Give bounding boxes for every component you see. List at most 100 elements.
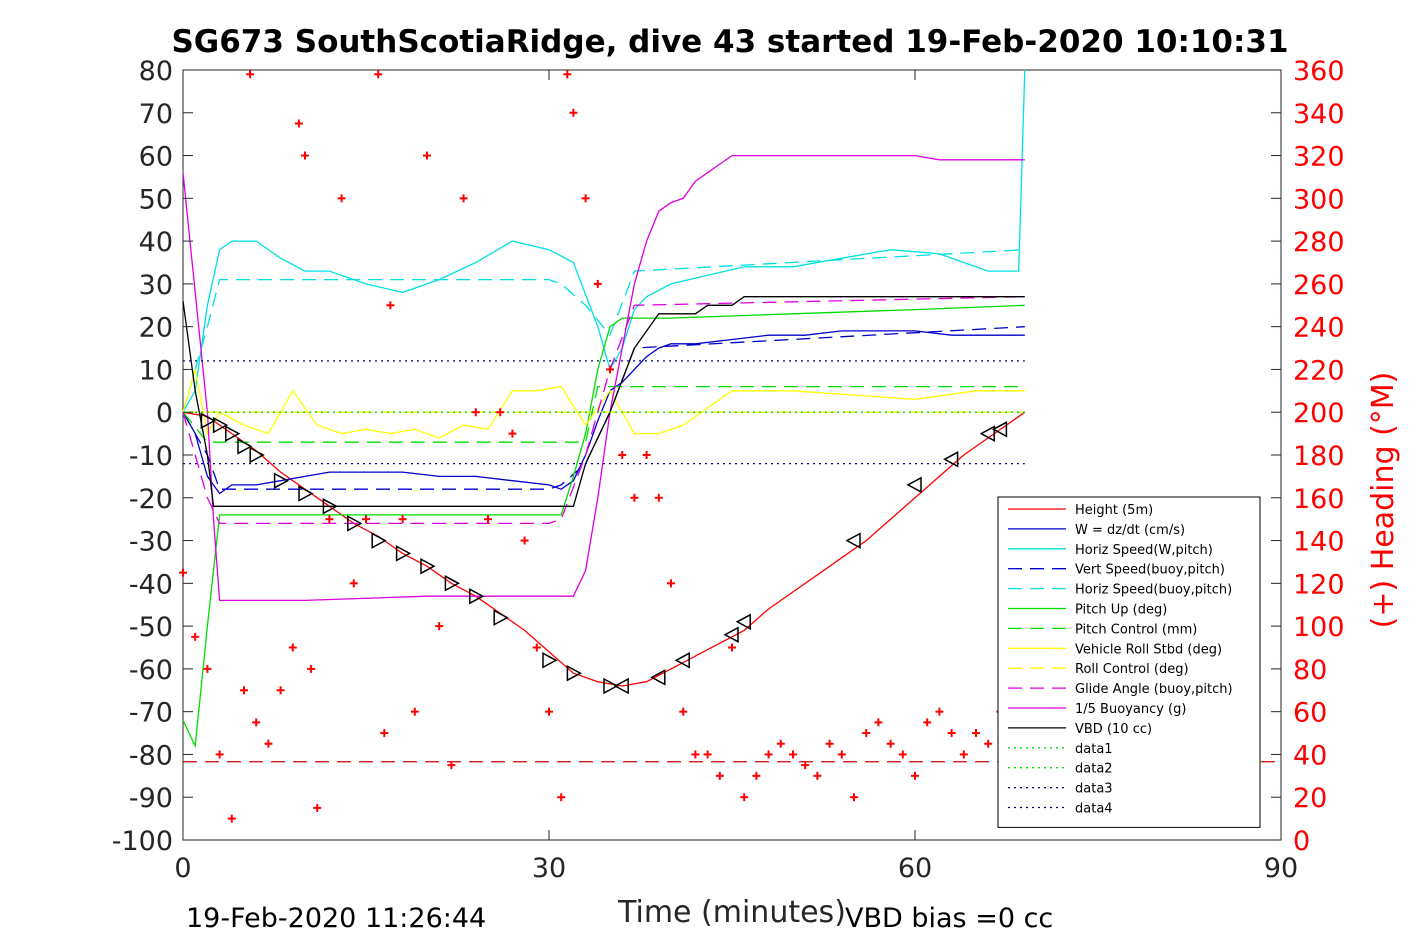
heading-point xyxy=(252,718,261,727)
series-layer xyxy=(182,69,1281,763)
y2-tick-label: 80 xyxy=(1293,655,1327,686)
legend-entry: data3 xyxy=(1008,782,1113,797)
track-marker xyxy=(613,677,629,695)
track-marker xyxy=(943,451,959,468)
y-tick-label: 70 xyxy=(139,99,173,130)
heading-point xyxy=(337,194,346,203)
legend-label: data4 xyxy=(1075,802,1113,817)
heading-point xyxy=(325,515,334,524)
heading-point xyxy=(825,739,834,748)
series-line-2 xyxy=(182,69,1026,413)
series-line-10 xyxy=(182,154,1025,602)
legend-label: Vehicle Roll Stbd (deg) xyxy=(1075,642,1222,657)
legend-entry: data2 xyxy=(1008,762,1113,777)
y-tick-label: 30 xyxy=(139,270,173,301)
legend-label: Pitch Control (mm) xyxy=(1075,622,1197,637)
track-marker xyxy=(225,425,241,442)
heading-point xyxy=(532,643,541,652)
heading-point xyxy=(752,771,761,780)
heading-point xyxy=(459,194,468,203)
heading-point xyxy=(264,739,273,748)
y-tick-label: -40 xyxy=(129,569,173,600)
track-marker xyxy=(906,476,922,494)
y2-tick-label: 100 xyxy=(1293,612,1345,643)
heading-point xyxy=(813,771,822,780)
y2-tick-label: 260 xyxy=(1293,270,1345,301)
heading-point xyxy=(923,718,932,727)
y2-tick-label: 40 xyxy=(1293,740,1327,771)
heading-point xyxy=(484,515,492,524)
track-marker xyxy=(298,485,314,502)
legend-label: VBD (10 cc) xyxy=(1075,722,1152,737)
y2-tick-label: 220 xyxy=(1293,355,1345,386)
heading-point xyxy=(850,793,858,802)
track-marker xyxy=(371,532,387,549)
track-marker xyxy=(542,652,558,669)
heading-point xyxy=(703,750,712,759)
y-tick-label: -100 xyxy=(112,826,173,857)
heading-point xyxy=(496,408,505,417)
legend-entry: VBD (10 cc) xyxy=(1008,722,1152,737)
chart-title: SG673 SouthScotiaRidge, dive 43 started … xyxy=(171,24,1288,60)
track-marker xyxy=(469,587,485,605)
heading-point xyxy=(301,151,309,160)
track-marker xyxy=(845,532,861,549)
heading-point xyxy=(349,579,358,588)
y-tick-label: -70 xyxy=(129,698,173,729)
legend-entry: Height (5m) xyxy=(1008,503,1153,518)
y-tick-label: 20 xyxy=(139,313,173,344)
legend-entry: Vehicle Roll Stbd (deg) xyxy=(1008,642,1222,657)
y2-tick-label: 300 xyxy=(1293,184,1345,215)
heading-point xyxy=(307,664,316,673)
track-marker xyxy=(566,664,582,682)
heading-point xyxy=(618,451,627,459)
y-tick-label: -90 xyxy=(129,783,173,814)
track-marker xyxy=(493,609,509,626)
track-marker xyxy=(650,669,666,686)
heading-point xyxy=(667,579,675,588)
heading-point xyxy=(313,803,322,812)
y2-tick-label: 280 xyxy=(1293,227,1345,258)
legend-label: data3 xyxy=(1075,782,1113,797)
legend-entry: Roll Control (deg) xyxy=(1008,662,1189,677)
track-marker xyxy=(273,472,290,489)
heading-point xyxy=(581,194,590,203)
heading-layer xyxy=(179,70,1005,823)
track-marker xyxy=(212,416,229,434)
track-marker xyxy=(444,575,460,592)
series-line-0 xyxy=(182,411,1026,687)
heading-point xyxy=(563,70,572,79)
track-marker xyxy=(603,677,619,695)
legend-label: W = dz/dt (cm/s) xyxy=(1075,523,1185,538)
heading-point xyxy=(520,536,529,545)
legend-label: Glide Angle (buoy,pitch) xyxy=(1075,682,1233,697)
heading-point xyxy=(886,739,895,748)
heading-point xyxy=(191,632,200,641)
x-tick-label: 30 xyxy=(532,853,566,884)
heading-point xyxy=(380,729,389,738)
heading-point xyxy=(593,279,602,288)
heading-point xyxy=(276,686,285,695)
heading-point xyxy=(764,750,773,759)
y2-tick-label: 200 xyxy=(1293,398,1345,429)
legend-entry: Horiz Speed(buoy,pitch) xyxy=(1008,583,1232,598)
track-marker xyxy=(735,613,751,631)
y-tick-label: -50 xyxy=(129,612,173,643)
heading-point xyxy=(288,643,297,652)
track-marker xyxy=(991,421,1008,438)
y2-tick-label: 60 xyxy=(1293,698,1327,729)
y-tick-label: 50 xyxy=(139,184,173,215)
x-tick-label: 0 xyxy=(174,853,191,884)
heading-point xyxy=(630,493,639,502)
y2-tick-label: 320 xyxy=(1293,142,1345,173)
heading-point xyxy=(569,108,578,117)
heading-point xyxy=(740,793,749,802)
y-tick-label: 0 xyxy=(156,398,173,429)
y-tick-label: -30 xyxy=(129,527,173,558)
legend-entry: Pitch Up (deg) xyxy=(1008,603,1167,618)
heading-point xyxy=(294,119,303,128)
heading-point xyxy=(215,750,224,759)
y-tick-label: -80 xyxy=(129,740,173,771)
track-marker xyxy=(249,446,265,464)
legend-label: data1 xyxy=(1075,742,1113,757)
